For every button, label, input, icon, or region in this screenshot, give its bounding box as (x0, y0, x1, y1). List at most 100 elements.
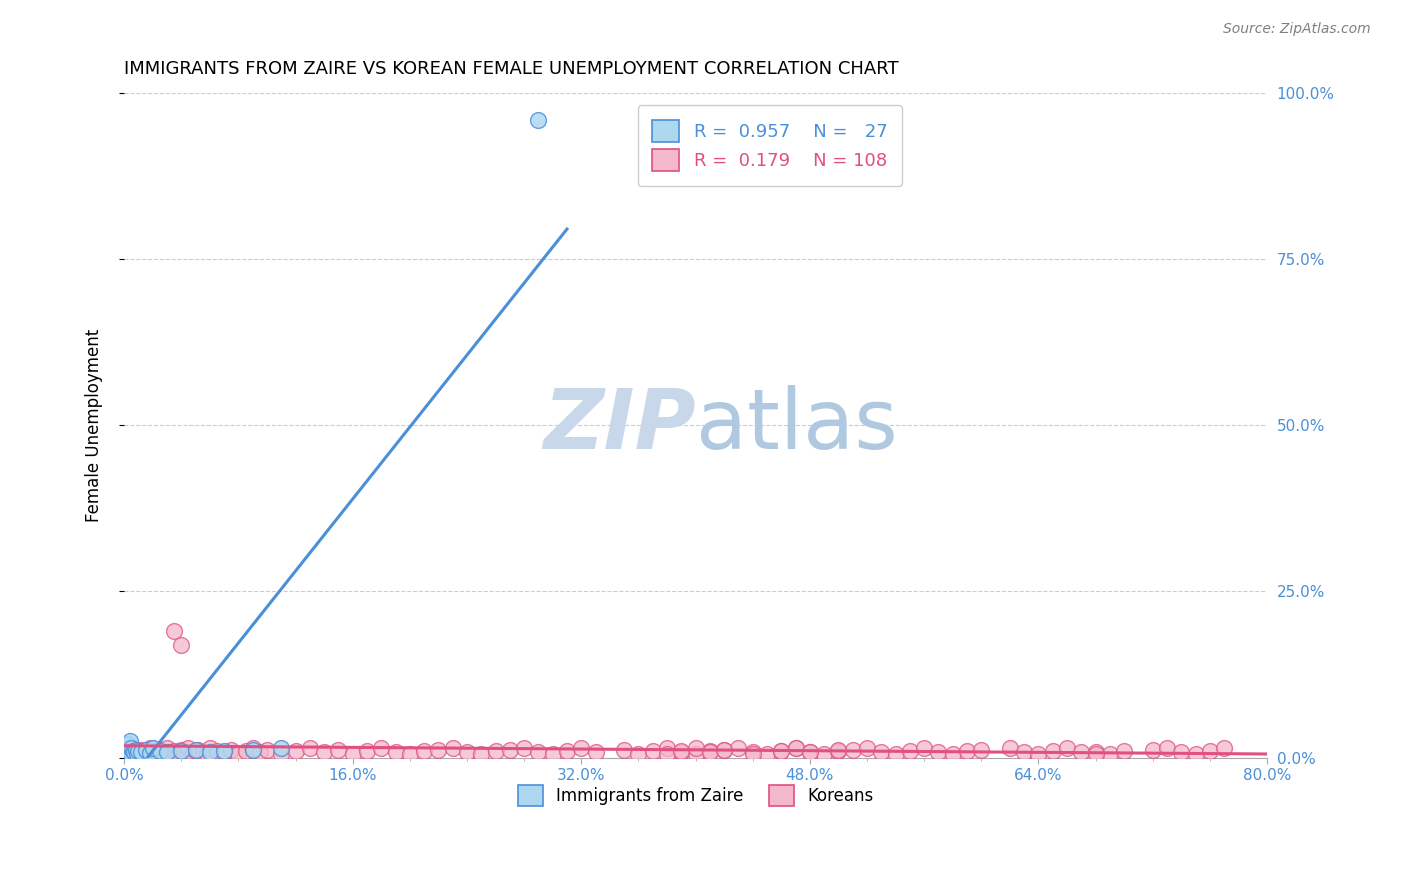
Point (727, 740, 749, 755)
Point (699, 745, 721, 759)
Point (671, 745, 693, 759)
Point (191, 745, 214, 759)
Point (159, 745, 181, 759)
Point (139, 740, 162, 755)
Point (242, 742, 264, 756)
Point (555, 744, 578, 758)
Point (484, 744, 506, 758)
Point (170, 638, 193, 652)
Point (1114, 744, 1136, 758)
Point (1199, 744, 1222, 758)
Point (120, 740, 142, 755)
Point (785, 740, 807, 755)
Legend: Immigrants from Zaire, Koreans: Immigrants from Zaire, Koreans (512, 779, 880, 813)
Point (149, 744, 172, 758)
Point (741, 747, 763, 761)
Point (127, 745, 149, 759)
Point (1042, 744, 1064, 758)
Point (699, 744, 721, 758)
Point (413, 744, 436, 758)
Point (499, 742, 522, 756)
Point (427, 742, 450, 756)
Point (685, 747, 707, 761)
Point (970, 742, 993, 756)
Point (1098, 747, 1121, 761)
Point (120, 747, 142, 762)
Point (115, 747, 138, 762)
Point (813, 747, 835, 761)
Point (135, 747, 157, 761)
Point (685, 740, 707, 755)
Point (167, 747, 190, 761)
Point (256, 742, 278, 756)
Point (184, 742, 207, 756)
Point (118, 734, 141, 748)
Point (184, 744, 207, 758)
Point (527, 745, 550, 759)
Point (441, 740, 464, 755)
Point (129, 745, 152, 759)
Point (1142, 742, 1164, 756)
Point (163, 624, 186, 639)
Point (127, 744, 149, 758)
Point (170, 744, 193, 758)
Point (898, 744, 921, 758)
Point (125, 747, 148, 761)
Point (785, 740, 807, 755)
Point (177, 740, 200, 755)
Point (1084, 745, 1107, 759)
Point (142, 745, 165, 759)
Point (219, 742, 242, 756)
Text: Source: ZipAtlas.com: Source: ZipAtlas.com (1223, 22, 1371, 37)
Point (856, 740, 879, 755)
Point (585, 745, 607, 759)
Point (841, 742, 863, 756)
Point (942, 747, 965, 761)
Point (671, 744, 693, 758)
Point (1213, 740, 1236, 755)
Point (156, 740, 179, 755)
Point (527, 112, 550, 127)
Point (356, 744, 378, 758)
Point (713, 742, 735, 756)
Point (124, 742, 146, 756)
Text: IMMIGRANTS FROM ZAIRE VS KOREAN FEMALE UNEMPLOYMENT CORRELATION CHART: IMMIGRANTS FROM ZAIRE VS KOREAN FEMALE U… (124, 60, 898, 78)
Point (242, 740, 264, 755)
Point (163, 744, 186, 758)
Point (998, 740, 1021, 755)
Point (270, 747, 292, 761)
Point (756, 747, 779, 762)
Point (114, 744, 136, 758)
Point (205, 744, 228, 758)
Point (1184, 747, 1206, 762)
Point (145, 744, 167, 758)
Point (1070, 745, 1092, 759)
Point (470, 747, 492, 762)
Point (328, 742, 350, 756)
Point (713, 742, 735, 756)
Point (569, 740, 592, 755)
Point (827, 744, 849, 758)
Point (118, 744, 141, 758)
Point (156, 745, 179, 759)
Point (235, 744, 257, 758)
Point (298, 740, 321, 755)
Point (370, 740, 392, 755)
Point (770, 744, 793, 758)
Point (198, 745, 221, 759)
Point (198, 740, 221, 755)
Point (228, 747, 250, 762)
Point (799, 745, 821, 759)
Point (655, 740, 678, 755)
Point (120, 747, 142, 762)
Point (641, 744, 664, 758)
Point (741, 745, 763, 759)
Y-axis label: Female Unemployment: Female Unemployment (86, 329, 103, 522)
Point (212, 745, 235, 759)
Point (655, 747, 678, 762)
Point (927, 745, 949, 759)
Point (342, 747, 364, 762)
Point (1084, 747, 1107, 761)
Point (956, 744, 979, 758)
Point (870, 745, 893, 759)
